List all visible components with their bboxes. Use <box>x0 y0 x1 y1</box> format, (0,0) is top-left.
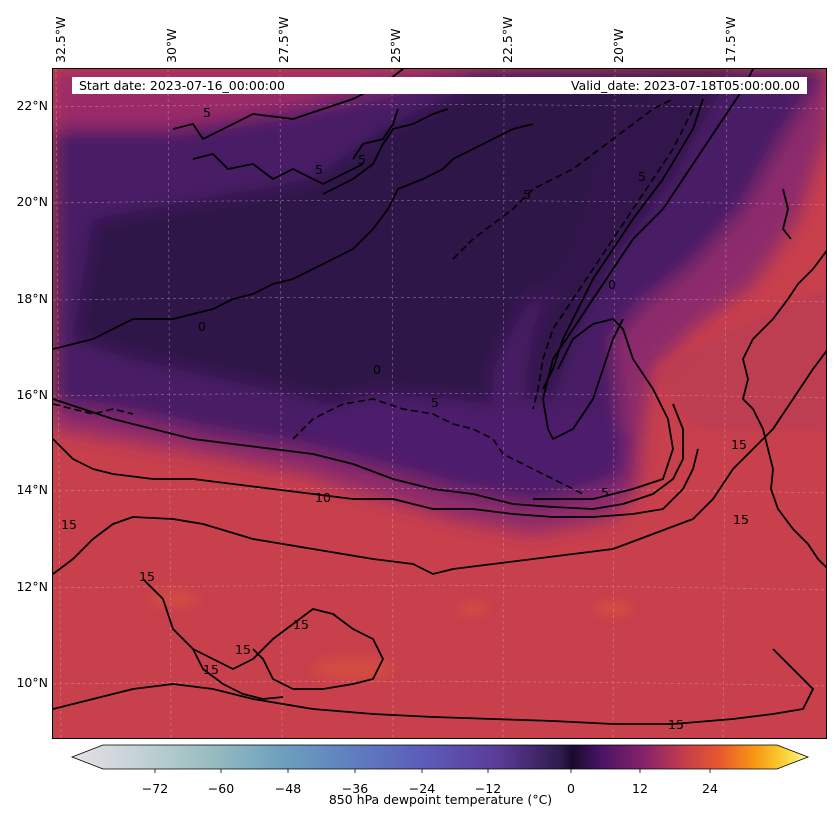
valid-date-label: Valid_date: 2023-07-18T05:00:00.00 <box>570 78 800 93</box>
contour-label: 15 <box>61 517 77 532</box>
date-header: Start date: 2023-07-16_00:00:00 Valid_da… <box>72 77 807 94</box>
warm-spot <box>595 603 631 615</box>
lat-label: 14°N <box>16 482 48 497</box>
warm-spot <box>459 604 487 614</box>
colorbar-tick-label: −48 <box>274 781 302 796</box>
colorbar-bar <box>70 744 810 770</box>
contour-label: 15 <box>139 569 155 584</box>
gridlines <box>53 69 826 738</box>
contour-0-loop <box>542 98 704 390</box>
colorbar-tick-label: −24 <box>408 781 436 796</box>
colorbar-tick-label: 12 <box>632 781 648 796</box>
contour-label: 0 <box>608 277 616 292</box>
contour-0-lobe <box>533 318 674 500</box>
colorbar-tick-label: −36 <box>341 781 369 796</box>
lat-label: 16°N <box>16 387 48 402</box>
dry-tongue <box>523 89 713 399</box>
dewpoint-map: 5 5 5 5 0 0 0 5 5 10 5 15 15 15 15 15 15… <box>53 69 826 738</box>
colorbar-tick-marks <box>154 769 711 773</box>
contour-label: 5 <box>203 105 211 120</box>
colorbar-tick-label: −72 <box>141 781 169 796</box>
contour-0-east <box>542 69 754 440</box>
contour-label: 5 <box>358 152 366 167</box>
contour-neg5-south <box>292 398 584 495</box>
start-date-label: Start date: 2023-07-16_00:00:00 <box>79 78 285 93</box>
contour-label: 15 <box>733 512 749 527</box>
contour-label: 5 <box>523 187 531 202</box>
contour-label: 15 <box>203 662 219 677</box>
lat-label: 22°N <box>16 98 48 113</box>
dry-core <box>73 69 733 449</box>
lat-label: 20°N <box>16 194 48 209</box>
eastern-moist-patch <box>653 289 826 429</box>
lon-label: 27.5°W <box>276 16 291 63</box>
contour-label: 15 <box>293 617 309 632</box>
contour-label: 5 <box>638 169 646 184</box>
lat-label: 10°N <box>16 675 48 690</box>
lat-label: 12°N <box>16 579 48 594</box>
lon-label: 30°W <box>164 28 179 63</box>
contour-15-loop-b <box>192 648 284 700</box>
colorbar-title: 850 hPa dewpoint temperature (°C) <box>328 792 553 807</box>
lon-label: 25°W <box>388 28 403 63</box>
lat-label: 18°N <box>16 291 48 306</box>
contour-label: 5 <box>431 395 439 410</box>
contour-15-loop <box>142 578 384 690</box>
contour-5-upper <box>322 108 449 195</box>
lon-label: 20°W <box>611 28 626 63</box>
lon-label: 17.5°W <box>723 16 738 63</box>
map-panel: 5 5 5 5 0 0 0 5 5 10 5 15 15 15 15 15 15… <box>52 68 827 739</box>
contour-0-west <box>53 123 534 350</box>
contour-10 <box>53 438 699 518</box>
coastline-islands <box>782 188 792 240</box>
contour-5-south <box>53 398 684 510</box>
contour-neg5-north <box>452 98 674 260</box>
colorbar-tick-label: 0 <box>567 781 575 796</box>
colorbar <box>70 744 810 773</box>
contour-neg5-west <box>53 403 134 415</box>
contour-15-south <box>53 648 814 725</box>
contour-label: 10 <box>315 490 331 505</box>
contour-label: 0 <box>373 362 381 377</box>
contour-label: 15 <box>731 437 747 452</box>
contour-label: 15 <box>235 642 251 657</box>
colorbar-tick-label: −60 <box>207 781 235 796</box>
contour-label: 15 <box>668 717 684 732</box>
dashed-contours <box>53 98 694 495</box>
contour-15-main <box>53 350 826 575</box>
colorbar-tick-label: 24 <box>702 781 718 796</box>
warm-spot <box>148 591 198 607</box>
contour-label: 5 <box>315 162 323 177</box>
warm-spot <box>313 657 393 681</box>
contour-5-north-b <box>192 153 364 185</box>
contour-labels: 5 5 5 5 0 0 0 5 5 10 5 15 15 15 15 15 15… <box>61 105 749 732</box>
contour-neg5-tongue <box>532 108 694 410</box>
contour-5-upper-b <box>352 108 399 160</box>
coastline <box>742 250 826 569</box>
lon-label: 22.5°W <box>500 16 515 63</box>
colorbar-tick-label: −12 <box>474 781 502 796</box>
contour-label: 5 <box>601 485 609 500</box>
lon-label: 32.5°W <box>53 16 68 63</box>
contour-label: 0 <box>198 319 206 334</box>
